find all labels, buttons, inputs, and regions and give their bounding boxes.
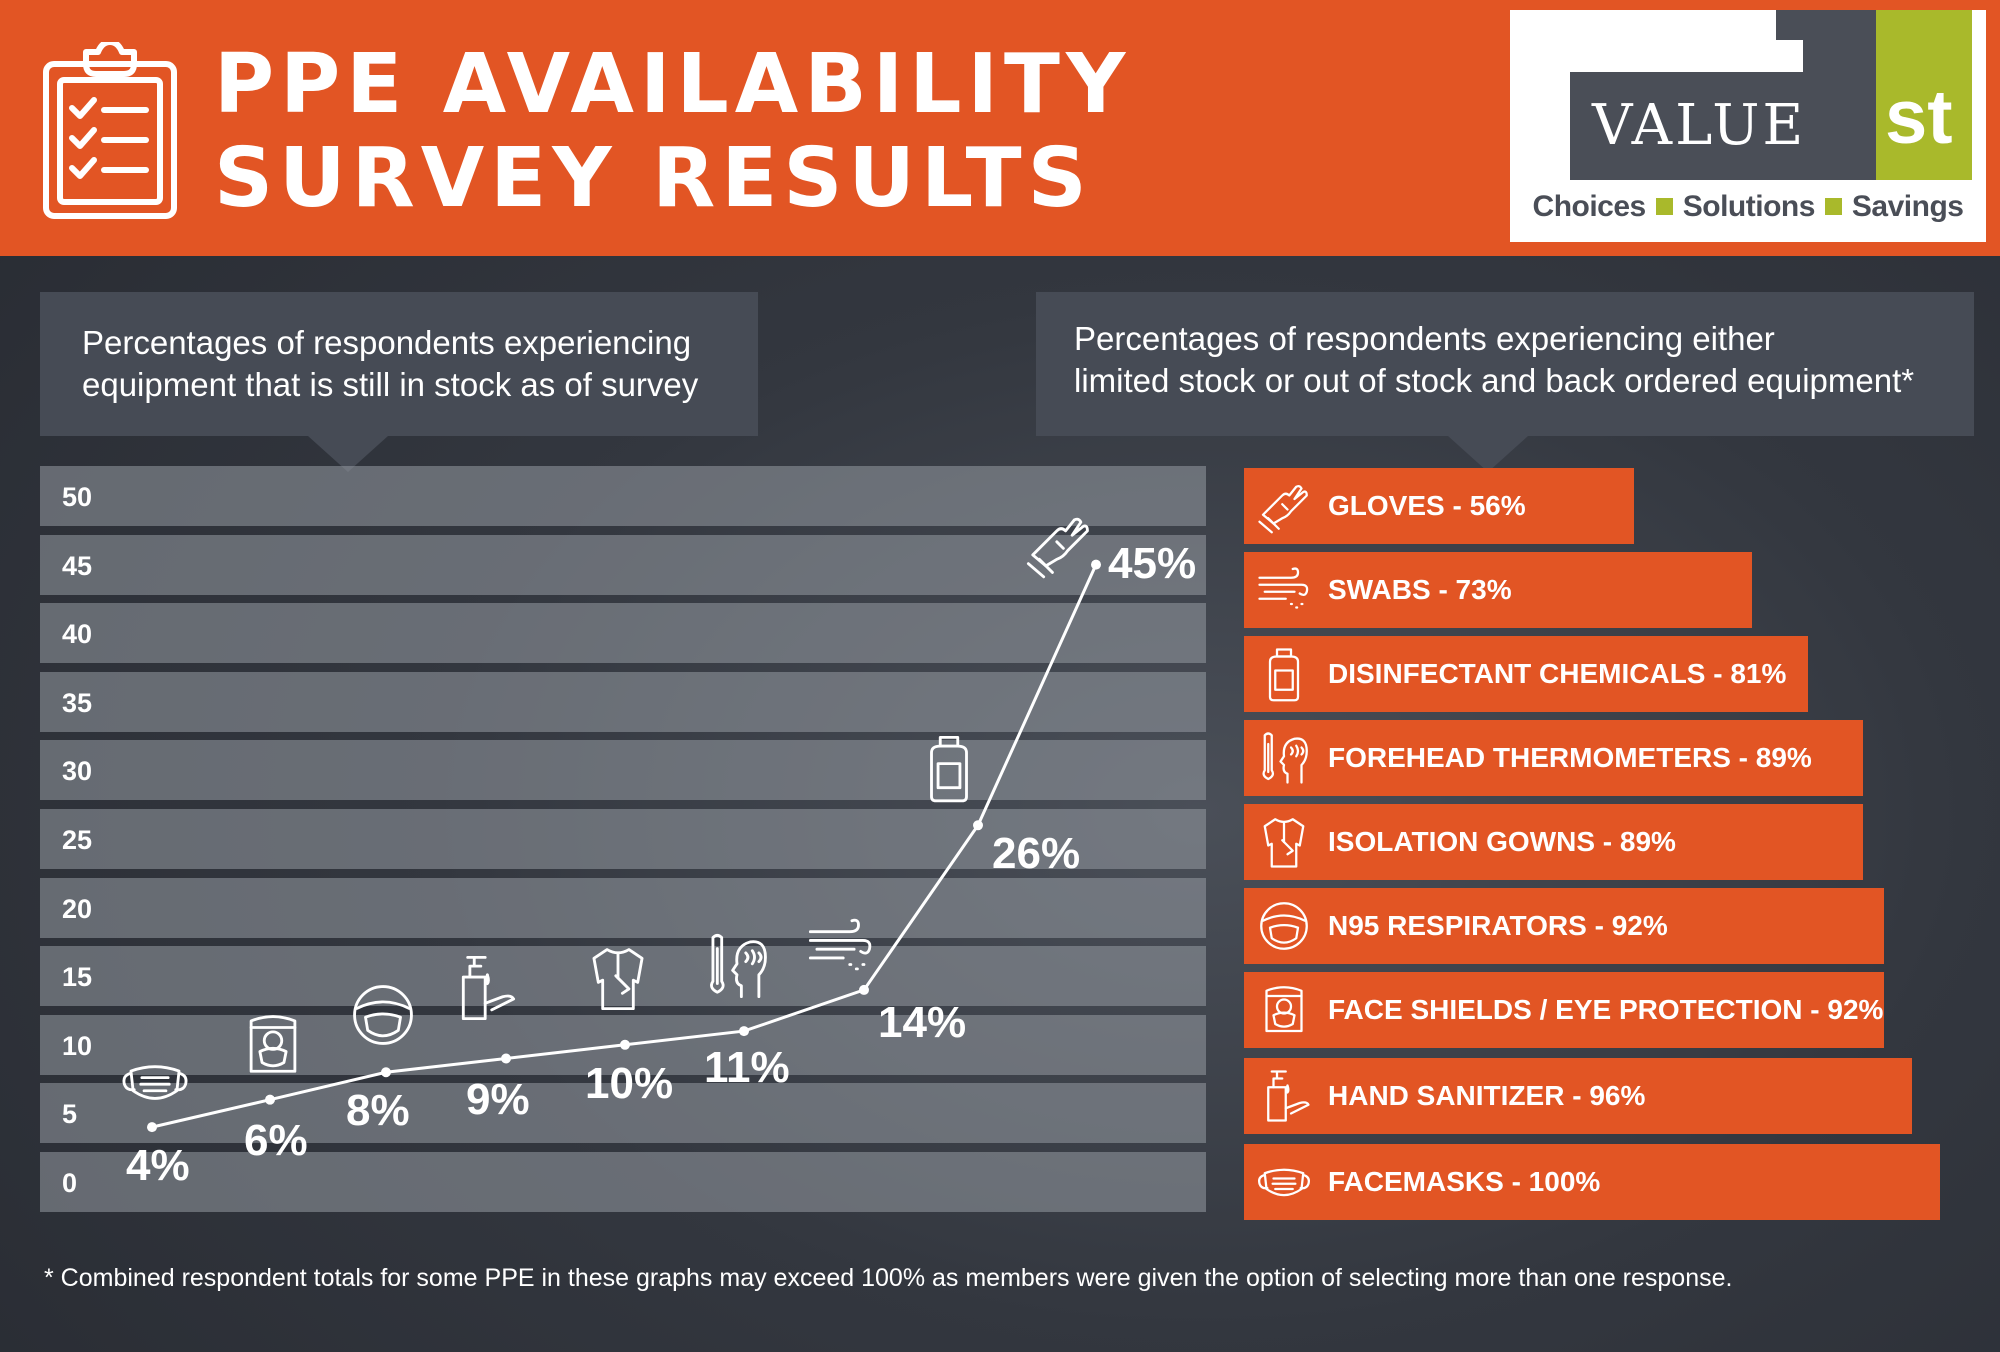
- clipboard-checklist-icon: [43, 42, 177, 219]
- bar-face-shield: FACE SHIELDS / EYE PROTECTION - 92%: [1244, 972, 1885, 1048]
- line-chart-caption: Percentages of respondents experiencing …: [40, 292, 758, 472]
- forehead-thermometer-icon: [702, 927, 772, 1005]
- facemask-icon: [120, 1043, 190, 1121]
- gloves-icon: [1256, 478, 1312, 534]
- hand-sanitizer-icon: [448, 949, 518, 1027]
- data-label: 4%: [126, 1141, 190, 1191]
- logo-tagline: Choices Solutions Savings: [1532, 190, 1964, 223]
- disinfectant-bottle-icon: [1256, 646, 1312, 702]
- line-plot: [147, 559, 1101, 1133]
- isolation-gown-icon: [1256, 814, 1312, 870]
- bar-gloves: GLOVES - 56%: [1244, 468, 1634, 544]
- data-point: [859, 984, 869, 995]
- isolation-gown-icon: [583, 939, 653, 1017]
- data-label: 11%: [704, 1043, 790, 1093]
- data-point: [620, 1039, 630, 1050]
- gloves-icon: [1024, 505, 1094, 583]
- bar-swab: SWABS - 73%: [1244, 552, 1753, 628]
- data-point: [381, 1067, 391, 1078]
- data-point: [147, 1122, 157, 1133]
- bar-label: FACE SHIELDS / EYE PROTECTION - 92%: [1328, 994, 1884, 1025]
- y-tick-label: 35: [62, 687, 93, 718]
- data-label: 26%: [992, 829, 1081, 879]
- grid-band: [40, 466, 1206, 526]
- title-line-1: PPE AVAILABILITY: [214, 37, 1132, 132]
- grid-band: [40, 877, 1206, 938]
- value-first-logo: VALUE st Choices Solutions Savings: [1510, 10, 1986, 242]
- bar-facemask: FACEMASKS - 100%: [1244, 1144, 1940, 1220]
- data-label: 6%: [244, 1115, 308, 1165]
- bar-hand-sanitizer: HAND SANITIZER - 96%: [1244, 1058, 1913, 1134]
- in-stock-line-chart: 50 45 40 35 30 25 20 15 10 5 0 4% 6% 8% 9% 10% 11% 14% 26%…: [40, 466, 1206, 1226]
- title-line-2: SURVEY RESULTS: [214, 131, 1093, 226]
- bar-disinfectant-bottle: DISINFECTANT CHEMICALS - 81%: [1244, 636, 1808, 712]
- y-tick-label: 5: [62, 1099, 78, 1130]
- bar-isolation-gown: ISOLATION GOWNS - 89%: [1244, 804, 1864, 880]
- footnote: * Combined respondent totals for some PP…: [44, 1264, 1733, 1292]
- bar-label: GLOVES - 56%: [1328, 490, 1526, 521]
- logo-suffix: st: [1885, 75, 1953, 160]
- bar-label: DISINFECTANT CHEMICALS - 81%: [1328, 658, 1787, 689]
- forehead-thermometer-icon: [1256, 730, 1312, 786]
- data-label: 14%: [878, 997, 967, 1047]
- grid-band: [40, 946, 1206, 1007]
- y-tick-label: 50: [62, 482, 93, 512]
- grid-band: [40, 809, 1206, 869]
- y-tick-label: 20: [62, 893, 93, 924]
- bar-label: HAND SANITIZER - 96%: [1328, 1080, 1646, 1111]
- face-shield-icon: [238, 1006, 308, 1084]
- bar-label: FOREHEAD THERMOMETERS - 89%: [1328, 742, 1812, 773]
- grid-band: [40, 671, 1206, 732]
- grid-band: [40, 534, 1206, 595]
- data-label: 45%: [1108, 538, 1197, 588]
- data-label: 10%: [585, 1058, 674, 1108]
- y-tick-label: 10: [62, 1030, 93, 1061]
- grid-band: [40, 1152, 1206, 1212]
- bar-n95-respirator: N95 RESPIRATORS - 92%: [1244, 888, 1885, 964]
- y-tick-label: 40: [62, 619, 93, 650]
- logo-word: VALUE: [1592, 93, 1807, 158]
- facemask-icon: [1256, 1154, 1312, 1210]
- data-point: [265, 1094, 275, 1105]
- data-point: [1091, 559, 1101, 570]
- grid-band: [40, 1083, 1206, 1144]
- y-tick-label: 0: [62, 1168, 78, 1198]
- bar-label: N95 RESPIRATORS - 92%: [1328, 910, 1668, 941]
- bar-label: FACEMASKS - 100%: [1328, 1166, 1601, 1197]
- n95-respirator-icon: [348, 976, 418, 1054]
- y-tick-label: 15: [62, 962, 93, 993]
- y-tick-label: 45: [62, 550, 93, 581]
- header-banner: PPE AVAILABILITY SURVEY RESULTS VALUE st…: [0, 0, 2000, 256]
- data-point: [501, 1053, 511, 1064]
- face-shield-icon: [1256, 982, 1312, 1038]
- disinfectant-bottle-icon: [914, 729, 984, 807]
- bar-label: ISOLATION GOWNS - 89%: [1328, 826, 1676, 857]
- grid-band: [40, 603, 1206, 664]
- bar-forehead-thermometer: FOREHEAD THERMOMETERS - 89%: [1244, 720, 1864, 796]
- page-title: PPE AVAILABILITY SURVEY RESULTS: [214, 38, 1131, 226]
- y-tick-label: 30: [62, 756, 93, 787]
- hand-sanitizer-icon: [1256, 1068, 1312, 1124]
- swab-icon: [1256, 562, 1312, 618]
- n95-respirator-icon: [1256, 898, 1312, 954]
- data-point: [739, 1026, 749, 1037]
- bar-label: SWABS - 73%: [1328, 574, 1512, 605]
- data-point: [973, 820, 983, 831]
- y-tick-label: 25: [62, 825, 93, 855]
- swab-icon: [806, 908, 876, 986]
- bar-chart-caption: Percentages of respondents experiencing …: [1036, 292, 1974, 472]
- data-label: 9%: [466, 1074, 530, 1124]
- data-label: 8%: [346, 1086, 410, 1136]
